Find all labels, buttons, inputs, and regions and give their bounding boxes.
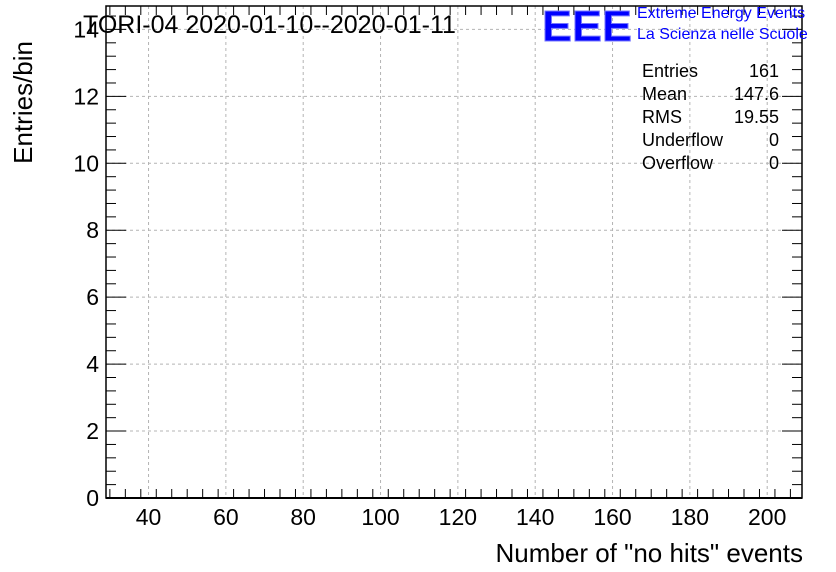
eee-logo-line2: La Scienza nelle Scuole	[637, 26, 808, 43]
y-tick-label: 12	[73, 83, 99, 109]
x-tick-label: 120	[439, 504, 477, 530]
x-tick-label: 80	[290, 504, 316, 530]
tick-labels: 40 60 80 100 120 140 160 180 200 0 2 4 6 8 10 12 14	[73, 16, 786, 530]
eee-logo: EEE Extreme Energy Events La Scienza nel…	[542, 2, 808, 52]
y-axis-label: Entries/bin	[8, 41, 38, 164]
stats-overflow-value: 0	[769, 153, 779, 173]
grid-lines	[106, 6, 802, 498]
y-tick-label: 4	[86, 351, 99, 377]
y-tick-label: 10	[73, 150, 99, 176]
stats-mean-label: Mean	[642, 84, 687, 104]
x-tick-label: 160	[593, 504, 631, 530]
x-tick-label: 100	[361, 504, 399, 530]
x-tick-label: 60	[213, 504, 239, 530]
y-tick-label: 6	[86, 284, 99, 310]
y-tick-label: 2	[86, 418, 99, 444]
x-tick-label: 180	[671, 504, 709, 530]
stats-entries-value: 161	[749, 61, 779, 81]
stats-mean-value: 147.6	[734, 84, 779, 104]
y-tick-label: 0	[86, 485, 99, 511]
stats-overflow-label: Overflow	[642, 153, 714, 173]
stats-rms-label: RMS	[642, 107, 682, 127]
x-tick-label: 200	[748, 504, 786, 530]
chart-title: TORI-04 2020-01-10--2020-01-11	[83, 11, 456, 39]
stats-entries-label: Entries	[642, 61, 698, 81]
plot-frame	[105, 5, 803, 499]
axis-ticks	[106, 6, 802, 499]
stats-rms-value: 19.55	[734, 107, 779, 127]
eee-logo-mark: EEE	[542, 2, 632, 51]
y-tick-label: 14	[73, 16, 99, 42]
stats-underflow-value: 0	[769, 130, 779, 150]
stats-underflow-label: Underflow	[642, 130, 724, 150]
stats-box: Entries 161 Mean 147.6 RMS 19.55 Underfl…	[642, 61, 779, 173]
x-axis-label: Number of "no hits" events	[496, 538, 804, 568]
x-tick-label: 40	[136, 504, 162, 530]
x-tick-label: 140	[516, 504, 554, 530]
eee-logo-line1: Extreme Energy Events	[637, 5, 805, 22]
y-tick-label: 8	[86, 217, 99, 243]
